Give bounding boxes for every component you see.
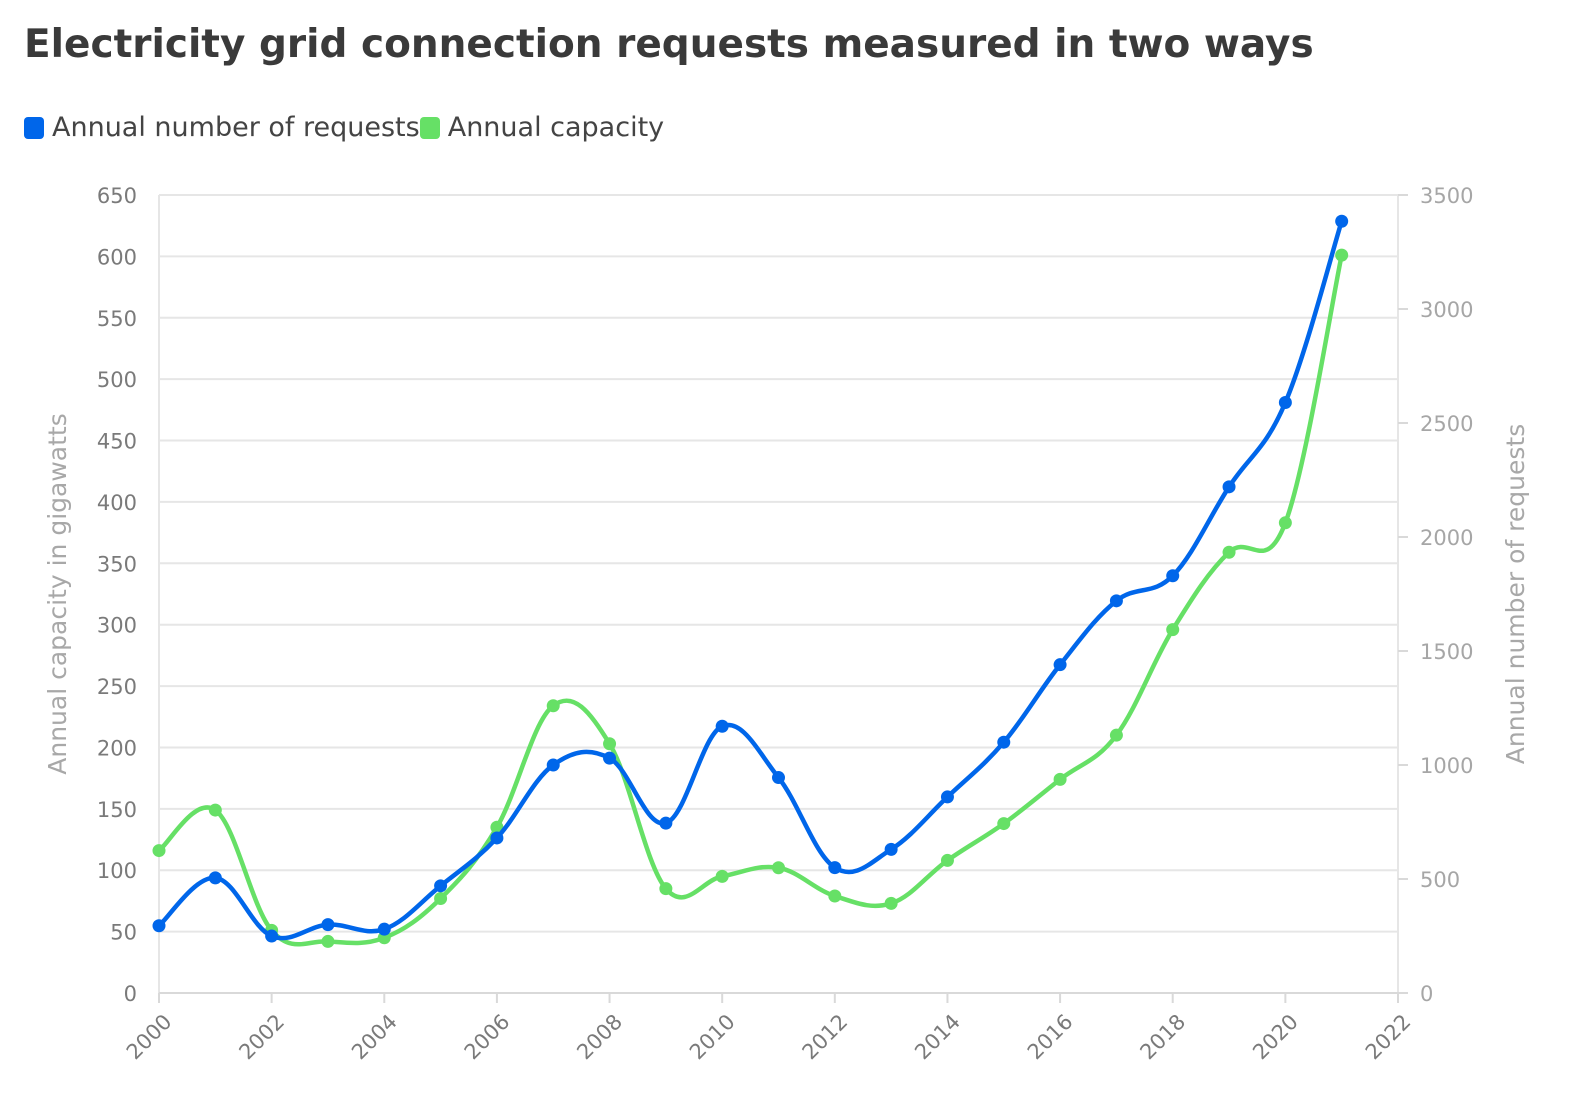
left-tick-label: 350 — [97, 552, 137, 576]
point-capacity-2019[interactable] — [1222, 545, 1236, 559]
point-capacity-2016[interactable] — [1053, 772, 1067, 786]
left-tick-label: 400 — [97, 491, 137, 515]
point-capacity-2012[interactable] — [828, 889, 842, 903]
point-requests-2016[interactable] — [1053, 658, 1067, 672]
axes — [158, 195, 1399, 994]
point-requests-2004[interactable] — [377, 922, 391, 936]
x-tick-label: 2008 — [572, 1010, 627, 1065]
left-tick-label: 600 — [97, 245, 137, 269]
left-tick-label: 300 — [97, 614, 137, 638]
point-capacity-2006[interactable] — [490, 820, 504, 834]
series-requests — [152, 214, 1349, 943]
legend: Annual number of requests Annual capacit… — [24, 112, 664, 143]
point-requests-2006[interactable] — [490, 831, 504, 845]
series-layer — [152, 214, 1349, 948]
right-axis-title: Annual number of requests — [1501, 424, 1530, 764]
right-tick-label: 500 — [1420, 868, 1460, 892]
point-capacity-2018[interactable] — [1166, 623, 1180, 637]
point-capacity-2009[interactable] — [659, 882, 673, 896]
left-tick-label: 150 — [97, 798, 137, 822]
right-tick-label: 3500 — [1420, 184, 1473, 208]
point-capacity-2001[interactable] — [208, 803, 222, 817]
point-requests-2005[interactable] — [434, 879, 448, 893]
legend-item-requests[interactable]: Annual number of requests — [24, 112, 420, 143]
right-tick-label: 0 — [1420, 982, 1433, 1006]
point-capacity-2005[interactable] — [434, 891, 448, 905]
left-tick-label: 100 — [97, 859, 137, 883]
point-requests-2017[interactable] — [1109, 594, 1123, 608]
point-requests-2021[interactable] — [1335, 214, 1349, 228]
x-tick-label: 2002 — [234, 1010, 289, 1065]
point-capacity-2014[interactable] — [940, 853, 954, 867]
point-requests-2013[interactable] — [884, 842, 898, 856]
x-tick-label: 2010 — [685, 1010, 740, 1065]
point-requests-2002[interactable] — [265, 929, 279, 943]
point-capacity-2000[interactable] — [152, 844, 166, 858]
point-capacity-2021[interactable] — [1335, 248, 1349, 262]
series-line-capacity — [156, 252, 1344, 947]
left-tick-label: 0 — [124, 982, 137, 1006]
point-requests-2018[interactable] — [1166, 569, 1180, 583]
right-axis-ticks: 0 500 1000 1500 2000 2500 3000 3500 — [1398, 184, 1473, 1006]
point-requests-2014[interactable] — [940, 790, 954, 804]
legend-label-requests: Annual number of requests — [52, 112, 420, 143]
point-capacity-2020[interactable] — [1278, 516, 1292, 530]
point-requests-2003[interactable] — [321, 918, 335, 932]
left-axis-ticks: 0 50 100 150 200 250 300 350 400 450 500 550 600 650 — [97, 184, 137, 1006]
x-tick-label: 2020 — [1248, 1010, 1303, 1065]
point-requests-2020[interactable] — [1278, 395, 1292, 409]
left-tick-label: 650 — [97, 184, 137, 208]
right-tick-label: 2500 — [1420, 412, 1473, 436]
point-requests-2012[interactable] — [828, 861, 842, 875]
series-capacity — [152, 248, 1349, 948]
point-requests-2019[interactable] — [1222, 480, 1236, 494]
left-tick-label: 250 — [97, 675, 137, 699]
point-requests-2007[interactable] — [546, 758, 560, 772]
point-capacity-2015[interactable] — [997, 817, 1011, 831]
legend-swatch-capacity — [419, 116, 440, 139]
legend-item-capacity[interactable]: Annual capacity — [419, 112, 665, 143]
x-tick-label: 2000 — [122, 1010, 177, 1065]
point-capacity-2003[interactable] — [321, 934, 335, 948]
point-capacity-2017[interactable] — [1109, 728, 1123, 742]
point-capacity-2007[interactable] — [546, 699, 560, 713]
right-tick-label: 3000 — [1420, 298, 1473, 322]
right-tick-label: 2000 — [1420, 526, 1473, 550]
left-tick-label: 500 — [97, 368, 137, 392]
right-tick-label: 1500 — [1420, 640, 1473, 664]
point-requests-2010[interactable] — [715, 719, 729, 733]
point-requests-2008[interactable] — [603, 751, 617, 765]
x-axis-ticks: 2000 2002 2004 2006 2008 2010 2012 2014 2016 2018… — [122, 993, 1416, 1064]
x-tick-label: 2016 — [1023, 1010, 1078, 1065]
point-requests-2011[interactable] — [772, 771, 785, 785]
right-tick-label: 1000 — [1420, 754, 1473, 778]
x-tick-label: 2012 — [798, 1010, 853, 1065]
legend-swatch-requests — [24, 116, 44, 139]
x-tick-label: 2014 — [910, 1010, 965, 1065]
point-capacity-2008[interactable] — [603, 737, 617, 751]
left-tick-label: 550 — [97, 307, 137, 331]
legend-label-capacity: Annual capacity — [447, 112, 665, 143]
point-capacity-2011[interactable] — [772, 861, 785, 875]
series-line-requests — [156, 218, 1344, 941]
point-requests-2001[interactable] — [208, 871, 222, 885]
left-tick-label: 450 — [97, 430, 137, 454]
x-tick-label: 2018 — [1135, 1010, 1190, 1065]
point-requests-2015[interactable] — [997, 735, 1011, 749]
chart-title: Electricity grid connection requests mea… — [24, 22, 1314, 67]
x-tick-label: 2004 — [347, 1010, 402, 1065]
left-axis-title: Annual capacity in gigawatts — [43, 413, 72, 774]
x-tick-label: 2022 — [1361, 1010, 1416, 1065]
left-tick-label: 50 — [110, 921, 137, 945]
point-capacity-2013[interactable] — [884, 896, 898, 910]
x-tick-label: 2006 — [460, 1010, 515, 1065]
left-tick-label: 200 — [97, 736, 137, 760]
point-requests-2000[interactable] — [152, 919, 166, 933]
point-capacity-2010[interactable] — [715, 869, 729, 883]
point-requests-2009[interactable] — [659, 816, 673, 830]
